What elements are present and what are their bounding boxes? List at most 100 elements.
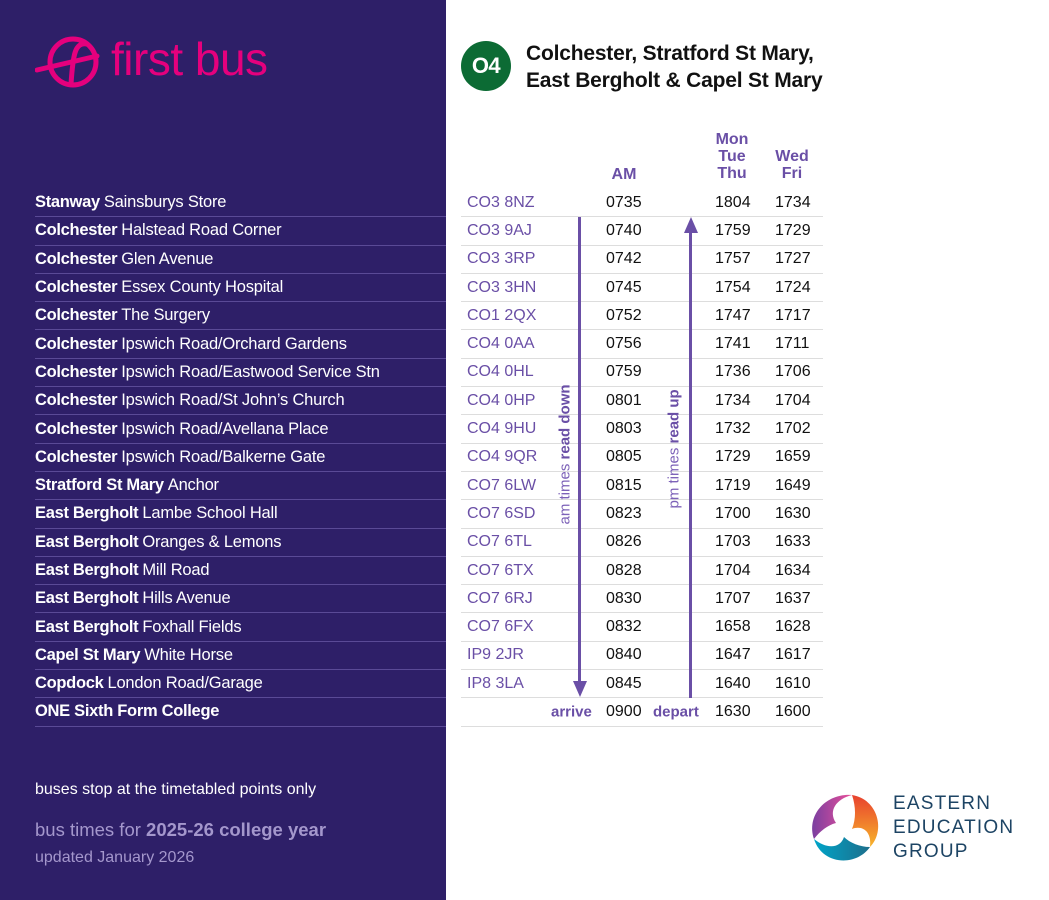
stop-row: Colchester Ipswich Road/Balkerne Gate [35, 444, 446, 472]
column-header-mon-tue-thu: Mon Tue Thu [715, 131, 749, 182]
stop-town: Stratford St Mary [35, 476, 164, 495]
am-time: 0740 [606, 221, 642, 239]
stop-place: London Road/Garage [107, 674, 263, 693]
timetable-row: CO7 6LW 0815 1719 1649 [461, 472, 823, 501]
mon-tue-thu-time: 1741 [715, 335, 751, 353]
stop-place: Ipswich Road/St John’s Church [121, 391, 345, 410]
stop-town: ONE Sixth Form College [35, 702, 220, 721]
stop-row: East Bergholt Oranges & Lemons [35, 529, 446, 557]
mon-tue-thu-time: 1734 [715, 391, 751, 409]
wed-fri-time: 1704 [775, 391, 811, 409]
stop-town: Capel St Mary [35, 645, 141, 664]
stop-place: Oranges & Lemons [142, 532, 282, 551]
postcode: CO3 3RP [467, 250, 536, 268]
mon-tue-thu-time: 1658 [715, 618, 751, 636]
stop-place: Halstead Road Corner [121, 221, 282, 240]
stop-town: Stanway [35, 193, 100, 212]
stops-panel: first bus Stanway Sainsburys Store Colches… [0, 0, 446, 900]
timetable-row: CO7 6SD 0823 1700 1630 [461, 500, 823, 529]
wed-fri-time: 1706 [775, 363, 811, 381]
postcode: CO3 8NZ [467, 193, 535, 211]
stop-place: Ipswich Road/Eastwood Service Stn [121, 362, 380, 381]
wed-fri-time: 1617 [775, 646, 811, 664]
stop-row: Stanway Sainsburys Store [35, 189, 446, 218]
stop-row: Copdock London Road/Garage [35, 670, 446, 699]
am-time: 0742 [606, 250, 642, 268]
mon-tue-thu-time: 1804 [715, 193, 751, 211]
stop-town: Colchester [35, 447, 118, 466]
mon-tue-thu-time: 1754 [715, 278, 751, 296]
postcode: CO4 9HU [467, 420, 537, 438]
mon-tue-thu-time: 1703 [715, 533, 751, 551]
timetable-row: CO4 0HP 0801 1734 1704 [461, 387, 823, 416]
am-time: 0801 [606, 391, 642, 409]
down-arrow-icon [573, 681, 587, 697]
timetable-row: CO3 3HN 0745 1754 1724 [461, 274, 823, 303]
am-time: 0745 [606, 278, 642, 296]
timetable-row: CO7 6FX 0832 1658 1628 [461, 613, 823, 642]
postcode: CO7 6RJ [467, 589, 533, 607]
column-header-wed-fri: Wed Fri [775, 148, 809, 182]
brand-name: first bus [111, 33, 268, 85]
stop-row: East Bergholt Foxhall Fields [35, 613, 446, 642]
postcode: CO4 0AA [467, 335, 535, 353]
timetable-row: CO4 0HL 0759 1736 1706 [461, 359, 823, 388]
am-time: 0845 [606, 674, 642, 692]
wed-fri-time: 1637 [775, 589, 811, 607]
stop-place: The Surgery [121, 306, 210, 325]
postcode: CO7 6TX [467, 561, 534, 579]
wed-fri-time: 1649 [775, 476, 811, 494]
mon-tue-thu-time: 1700 [715, 504, 751, 522]
stop-row: Colchester Halstead Road Corner [35, 217, 446, 246]
mon-tue-thu-time: 1707 [715, 589, 751, 607]
stop-place: Anchor [167, 476, 219, 495]
arrive-label: arrive [551, 703, 592, 721]
am-time: 0805 [606, 448, 642, 466]
stop-row: Colchester Ipswich Road/Orchard Gardens [35, 330, 446, 359]
column-header-am: AM [611, 166, 637, 183]
timetable-row: CO7 6TX 0828 1704 1634 [461, 557, 823, 586]
am-time: 0735 [606, 193, 642, 211]
stop-row: Colchester Glen Avenue [35, 246, 446, 274]
timetable-row: arrive depart 0900 1630 1600 [461, 698, 823, 727]
stop-town: Colchester [35, 419, 118, 438]
am-time: 0823 [606, 504, 642, 522]
timetable-row: IP8 3LA 0845 1640 1610 [461, 670, 823, 699]
stop-town: Colchester [35, 391, 118, 410]
wed-fri-time: 1724 [775, 278, 811, 296]
wed-fri-time: 1727 [775, 250, 811, 268]
stop-row: ONE Sixth Form College [35, 698, 446, 727]
mon-tue-thu-time: 1704 [715, 561, 751, 579]
stop-place: Mill Road [142, 561, 210, 579]
timetable-row: CO7 6RJ 0830 1707 1637 [461, 585, 823, 614]
mon-tue-thu-time: 1732 [715, 420, 751, 438]
wed-fri-time: 1610 [775, 674, 811, 692]
wed-fri-time: 1633 [775, 533, 811, 551]
am-time: 0840 [606, 646, 642, 664]
stop-row: Stratford St Mary Anchor [35, 472, 446, 501]
stop-town: Copdock [35, 674, 104, 693]
stop-note: buses stop at the timetabled points only [35, 781, 317, 798]
am-time: 0826 [606, 533, 642, 551]
postcode: CO3 3HN [467, 278, 537, 296]
wed-fri-time: 1630 [775, 504, 811, 522]
am-read-down-label: am times read down [556, 384, 574, 525]
pm-read-up-line [689, 232, 692, 698]
postcode: CO7 6LW [467, 476, 537, 494]
stop-row: Colchester Ipswich Road/St John’s Church [35, 387, 446, 416]
timetable: CO3 8NZ 0735 1804 1734 CO3 9AJ 0740 1759 1729 CO… [461, 189, 823, 727]
depart-label: depart [653, 703, 699, 721]
mon-tue-thu-time: 1640 [715, 674, 751, 692]
stop-town: East Bergholt [35, 589, 139, 608]
timetable-row: CO4 9QR 0805 1729 1659 [461, 444, 823, 472]
postcode: IP9 2JR [467, 646, 524, 664]
stop-place: White Horse [144, 645, 233, 664]
stop-place: Ipswich Road/Orchard Gardens [121, 334, 347, 353]
stop-place: Lambe School Hall [142, 504, 278, 523]
am-time: 0759 [606, 363, 642, 381]
am-time: 0815 [606, 476, 642, 494]
wed-fri-time: 1600 [775, 702, 811, 720]
stop-place: Essex County Hospital [121, 278, 284, 297]
mon-tue-thu-time: 1759 [715, 221, 751, 239]
stop-row: Capel St Mary White Horse [35, 642, 446, 671]
